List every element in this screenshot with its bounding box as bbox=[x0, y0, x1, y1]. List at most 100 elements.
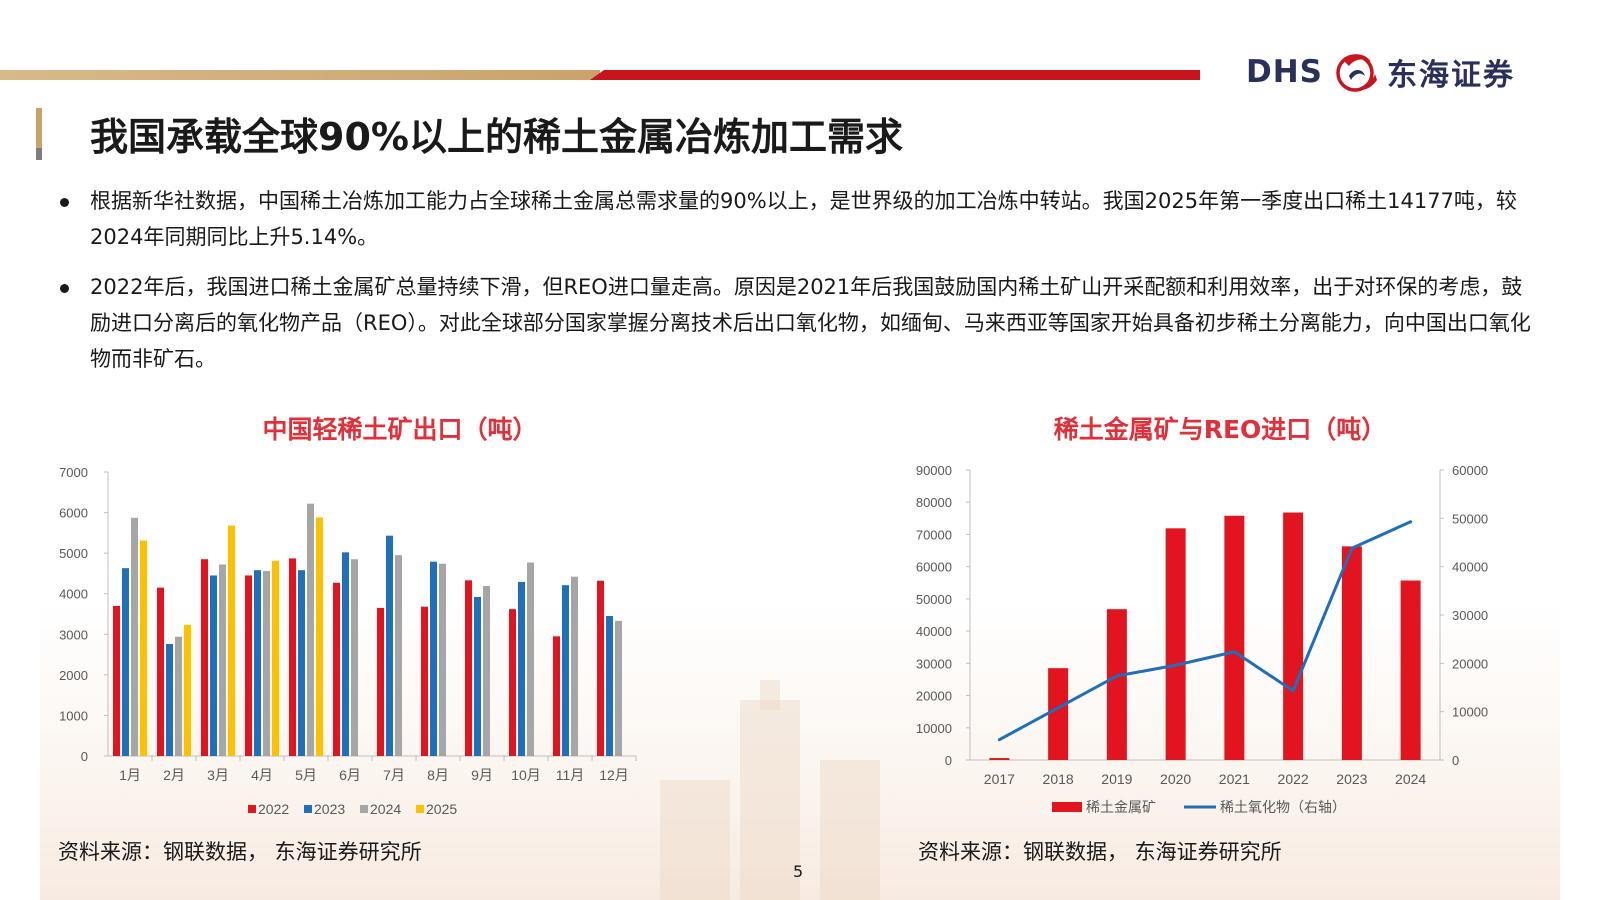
chart1-bar-2022 bbox=[377, 607, 384, 756]
chart2-x-tick-label: 2021 bbox=[1219, 771, 1250, 787]
bullet-text: 根据新华社数据，中国稀土冶炼加工能力占全球稀土金属总需求量的90%以上，是世界级… bbox=[90, 189, 1517, 249]
page-title: 我国承载全球90%以上的稀土金属冶炼加工需求 bbox=[90, 115, 903, 159]
chart1-bar-2024 bbox=[395, 555, 402, 756]
chart1-legend-swatch bbox=[248, 805, 256, 813]
chart2-line-point bbox=[1056, 706, 1060, 710]
chart1-title: 中国轻稀土矿出口（吨） bbox=[262, 415, 538, 444]
chart2-line-point bbox=[1409, 520, 1413, 524]
chart2-line-point bbox=[1232, 650, 1236, 654]
chart1-bar-2023 bbox=[342, 552, 349, 756]
chart2-right-tick-label: 10000 bbox=[1452, 705, 1488, 720]
chart2-left-tick-label: 40000 bbox=[916, 624, 952, 639]
chart1-bar-2023 bbox=[122, 568, 129, 756]
chart1-x-tick-label: 11月 bbox=[556, 767, 585, 783]
chart2-right-tick-label: 60000 bbox=[1452, 463, 1488, 478]
chart1-legend-label: 2022 bbox=[258, 801, 289, 817]
chart1-bar-2025 bbox=[140, 540, 147, 756]
chart2-bar bbox=[1400, 580, 1421, 760]
chart1-x-tick-label: 3月 bbox=[207, 767, 229, 783]
chart1-bar-2022 bbox=[113, 605, 120, 756]
chart2-legend-label-line: 稀土氧化物（右轴） bbox=[1220, 799, 1346, 815]
chart1-bar-2022 bbox=[157, 587, 164, 756]
chart1-x-tick-label: 9月 bbox=[471, 767, 493, 783]
chart1-legend-swatch bbox=[304, 805, 312, 813]
chart2-line-point bbox=[1174, 663, 1178, 667]
chart2-x-tick-label: 2020 bbox=[1160, 771, 1191, 787]
title-marker-gold bbox=[36, 108, 42, 148]
chart1-legend-label: 2023 bbox=[314, 801, 345, 817]
chart2-left-tick-label: 90000 bbox=[916, 463, 952, 478]
chart1-bar-2023 bbox=[430, 561, 437, 756]
chart1-x-tick-label: 7月 bbox=[383, 767, 405, 783]
bullet-list: 根据新华社数据，中国稀土冶炼加工能力占全球稀土金属总需求量的90%以上，是世界级… bbox=[60, 183, 1540, 391]
chart1-bar-2023 bbox=[254, 570, 261, 756]
bullet-text: 2022年后，我国进口稀土金属矿总量持续下滑，但REO进口量走高。原因是2021… bbox=[90, 275, 1531, 371]
chart2-import-combo-chart: 0 10000 20000 30000 40000 50000 60000 70000 8000… bbox=[916, 463, 1488, 815]
chart2-legend-swatch-bar bbox=[1052, 802, 1082, 812]
chart1-bar-2022 bbox=[421, 606, 428, 756]
chart1-x-tick-label: 5月 bbox=[295, 767, 317, 783]
dragon-emblem-icon bbox=[1336, 54, 1378, 92]
background-building bbox=[820, 760, 880, 900]
chart2-left-tick-label: 30000 bbox=[916, 656, 952, 671]
chart1-bar-2022 bbox=[201, 559, 208, 756]
chart2-bar bbox=[1283, 512, 1304, 760]
chart1-x-tick-label: 1月 bbox=[119, 767, 141, 783]
chart1-bar-2022 bbox=[553, 636, 560, 756]
chart1-bar-2022 bbox=[245, 575, 252, 756]
bullet-dot-icon bbox=[60, 198, 69, 207]
chart1-y-tick-label: 7000 bbox=[59, 465, 88, 480]
chart1-bar-2023 bbox=[298, 570, 305, 756]
chart2-bar bbox=[1048, 668, 1069, 760]
chart2-right-tick-label: 30000 bbox=[1452, 608, 1488, 623]
chart1-bar-2023 bbox=[386, 535, 393, 756]
chart1-x-tick-label: 10月 bbox=[511, 767, 541, 783]
bullet-item: 2022年后，我国进口稀土金属矿总量持续下滑，但REO进口量走高。原因是2021… bbox=[60, 269, 1540, 377]
chart1-bar-2022 bbox=[597, 580, 604, 756]
chart1-y-tick-label: 6000 bbox=[59, 506, 88, 521]
chart1-bar-2022 bbox=[289, 558, 296, 756]
chart2-bar bbox=[1224, 515, 1245, 760]
chart1-bar-2025 bbox=[184, 624, 191, 756]
background-building bbox=[760, 680, 780, 710]
logo-latin-text: DHS bbox=[1246, 54, 1324, 90]
chart1-y-tick-label: 3000 bbox=[59, 627, 88, 642]
chart1-x-tick-label: 6月 bbox=[339, 767, 361, 783]
bullet-item: 根据新华社数据，中国稀土冶炼加工能力占全球稀土金属总需求量的90%以上，是世界级… bbox=[60, 183, 1540, 255]
chart2-right-tick-label: 40000 bbox=[1452, 560, 1488, 575]
background-building bbox=[660, 780, 730, 900]
chart1-bar-2023 bbox=[518, 581, 525, 756]
chart1-x-tick-label: 2月 bbox=[163, 767, 185, 783]
chart1-bar-2025 bbox=[316, 517, 323, 756]
chart1-bar-2023 bbox=[210, 575, 217, 756]
chart2-line-point bbox=[997, 738, 1001, 742]
chart1-bar-2023 bbox=[562, 585, 569, 756]
chart2-bar bbox=[989, 758, 1010, 760]
company-logo: DHS 东海证券 bbox=[1246, 44, 1515, 100]
header-accent-bar bbox=[0, 70, 1200, 80]
chart1-legend-swatch bbox=[360, 805, 368, 813]
chart2-left-tick-label: 20000 bbox=[916, 689, 952, 704]
chart1-y-tick-label: 2000 bbox=[59, 668, 88, 683]
chart1-export-bar-chart: 0 1000 2000 3000 4000 5000 6000 7000 1月 2月 3月 4月 5月 6… bbox=[59, 465, 637, 817]
chart1-bar-2025 bbox=[228, 525, 235, 756]
chart1-legend-label: 2024 bbox=[370, 801, 401, 817]
title-marker bbox=[36, 108, 42, 160]
chart2-left-tick-label: 50000 bbox=[916, 592, 952, 607]
chart2-right-tick-label: 20000 bbox=[1452, 656, 1488, 671]
chart2-right-tick-label: 50000 bbox=[1452, 511, 1488, 526]
chart1-bar-2025 bbox=[272, 560, 279, 756]
title-marker-grey bbox=[36, 148, 42, 160]
chart1-bar-2024 bbox=[263, 570, 270, 756]
chart1-bar-2024 bbox=[307, 503, 314, 756]
chart2-line-point bbox=[1115, 674, 1119, 678]
chart2-x-tick-label: 2023 bbox=[1336, 771, 1367, 787]
chart1-bar-2024 bbox=[351, 559, 358, 756]
chart1-bar-2023 bbox=[166, 644, 173, 756]
chart2-left-tick-label: 60000 bbox=[916, 560, 952, 575]
chart2-x-tick-label: 2018 bbox=[1043, 771, 1074, 787]
background-building bbox=[740, 700, 800, 900]
chart1-bar-2024 bbox=[131, 517, 138, 756]
chart2-x-tick-label: 2017 bbox=[984, 771, 1015, 787]
chart1-bar-2024 bbox=[571, 576, 578, 756]
